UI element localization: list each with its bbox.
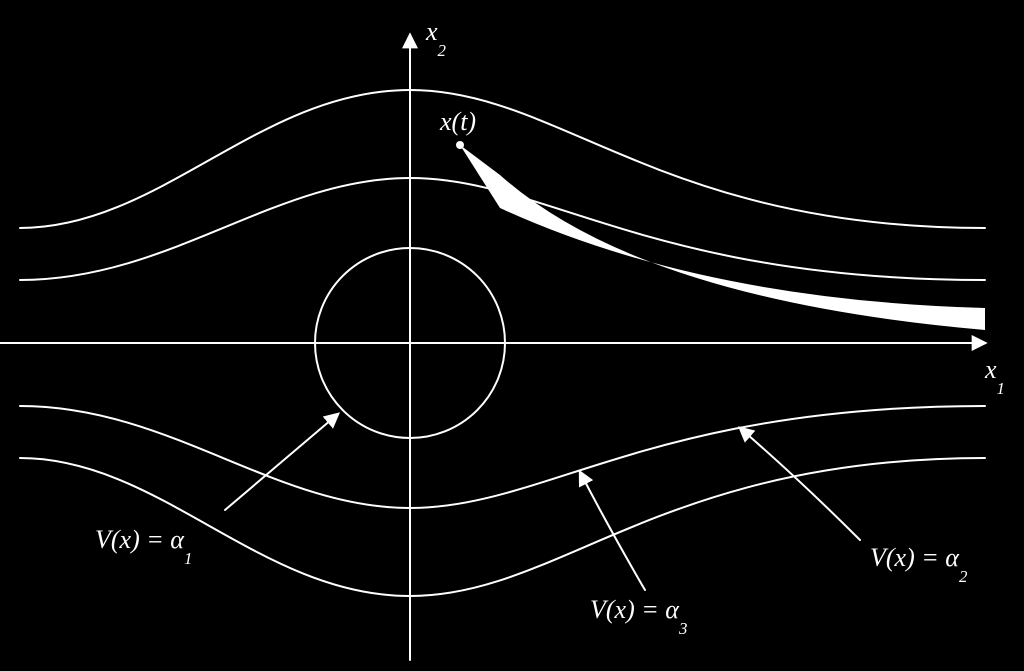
trajectory-label: x(t)	[439, 107, 476, 136]
diagram-svg: x1 x2 x(t) V(x) = α1 V(x) = α2 V(x) = α3	[0, 0, 1024, 671]
trajectory-point	[456, 141, 464, 149]
